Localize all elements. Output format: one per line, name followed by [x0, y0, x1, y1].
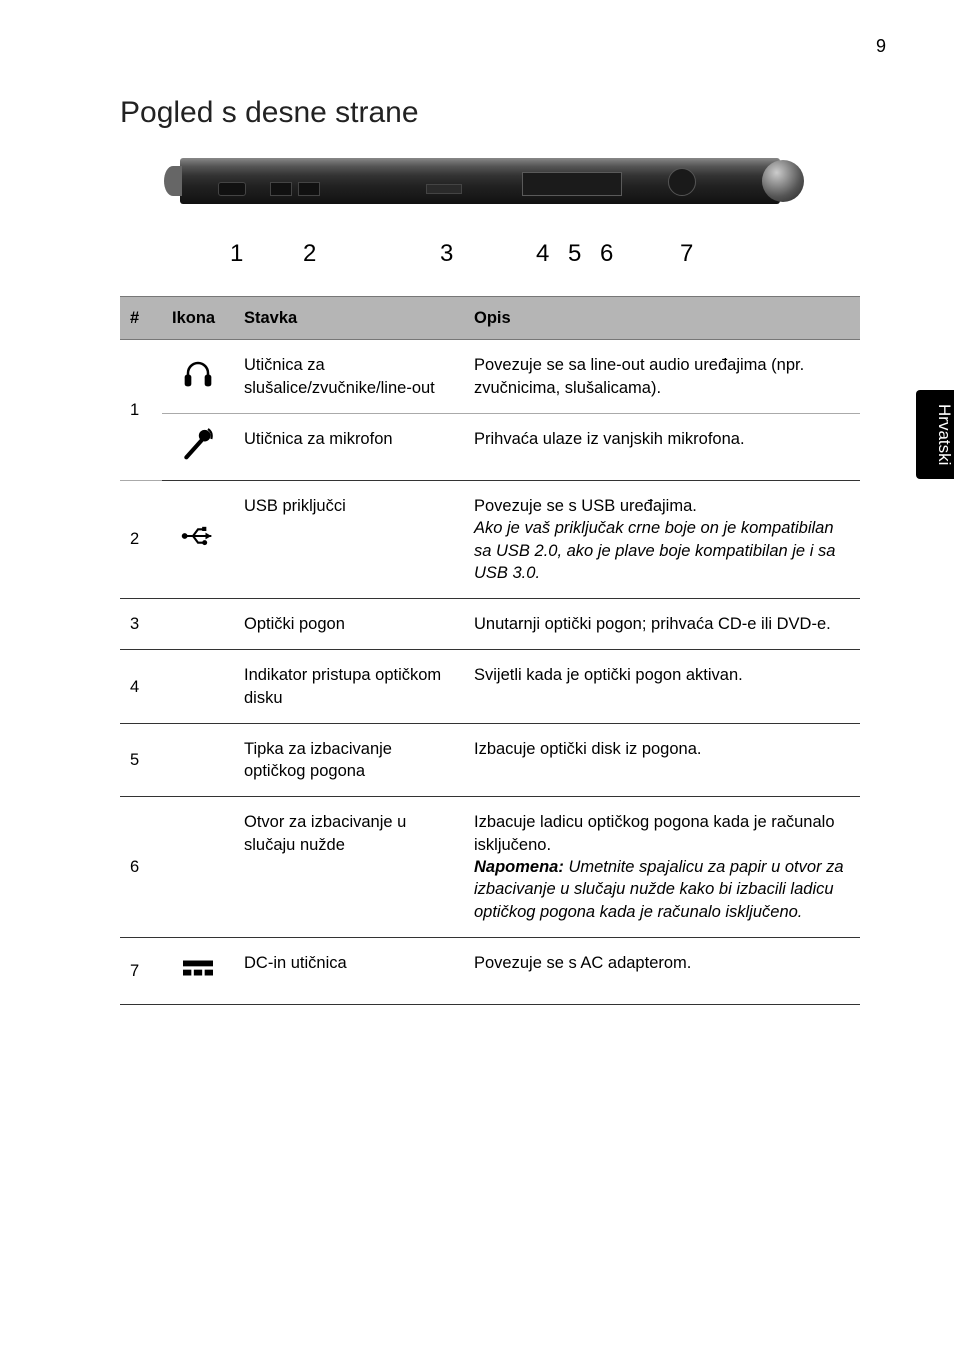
row-item: Tipka za izbacivanje optičkog pogona: [234, 723, 464, 797]
content-area: Pogled s desne strane 1 2 3 4 5 6 7 # Ik…: [120, 96, 860, 1005]
microphone-icon: [162, 413, 234, 480]
row-item: Otvor za izbacivanje u slučaju nužde: [234, 797, 464, 937]
row-num: 5: [120, 723, 162, 797]
laptop-side-illustration: [180, 158, 780, 204]
table-row: Utičnica za mikrofon Prihvaća ulaze iz v…: [120, 413, 860, 480]
language-tab: Hrvatski: [916, 390, 954, 479]
callout-7: 7: [680, 240, 693, 268]
row-desc: Unutarnji optički pogon; prihvaća CD-e i…: [464, 599, 860, 650]
header-num: #: [120, 297, 162, 340]
no-icon: [162, 723, 234, 797]
callout-2: 2: [303, 240, 316, 268]
row-item: Utičnica za mikrofon: [234, 413, 464, 480]
row-num: 2: [120, 481, 162, 599]
page-number: 9: [876, 36, 886, 57]
row-desc: Prihvaća ulaze iz vanjskih mikrofona.: [464, 413, 860, 480]
table-row: 6 Otvor za izbacivanje u slučaju nužde I…: [120, 797, 860, 937]
ports-table: # Ikona Stavka Opis 1 Utičnica za slušal…: [120, 296, 860, 1005]
table-row: 1 Utičnica za slušalice/zvučnike/line-ou…: [120, 340, 860, 414]
side-view-diagram: 1 2 3 4 5 6 7: [180, 158, 860, 268]
desc-plain: Povezuje se s USB uređajima.: [474, 497, 697, 515]
table-row: 5 Tipka za izbacivanje optičkog pogona I…: [120, 723, 860, 797]
port-usb-2: [298, 182, 320, 196]
header-desc: Opis: [464, 297, 860, 340]
row-desc: Povezuje se s USB uređajima. Ako je vaš …: [464, 481, 860, 599]
table-row: 4 Indikator pristupa optičkom disku Svij…: [120, 650, 860, 724]
header-icon: Ikona: [162, 297, 234, 340]
no-icon: [162, 650, 234, 724]
port-audio: [218, 182, 246, 196]
row-item: Indikator pristupa optičkom disku: [234, 650, 464, 724]
row-desc: Povezuje se sa line-out audio uređajima …: [464, 340, 860, 414]
row-item: USB priključci: [234, 481, 464, 599]
row-num: 4: [120, 650, 162, 724]
row-item: Utičnica za slušalice/zvučnike/line-out: [234, 340, 464, 414]
table-row: 7 DC-in utičnica Povezuje se s AC adapte…: [120, 937, 860, 1004]
port-dc-in: [668, 168, 696, 196]
table-row: 3 Optički pogon Unutarnji optički pogon;…: [120, 599, 860, 650]
callout-numbers: 1 2 3 4 5 6 7: [180, 210, 780, 268]
row-num: 1: [120, 340, 162, 481]
row-num: 7: [120, 937, 162, 1004]
callout-456: 4 5 6: [536, 240, 619, 268]
desc-note-label: Napomena:: [474, 858, 564, 876]
table-header-row: # Ikona Stavka Opis: [120, 297, 860, 340]
row-item: DC-in utičnica: [234, 937, 464, 1004]
no-icon: [162, 797, 234, 937]
header-item: Stavka: [234, 297, 464, 340]
row-desc: Svijetli kada je optički pogon aktivan.: [464, 650, 860, 724]
row-num: 3: [120, 599, 162, 650]
row-desc: Izbacuje ladicu optičkog pogona kada je …: [464, 797, 860, 937]
port-optical-drive: [522, 172, 622, 196]
desc-italic: Ako je vaš priključak crne boje on je ko…: [474, 519, 835, 582]
port-optical-label: [426, 184, 462, 194]
port-usb-1: [270, 182, 292, 196]
table-row: 2 USB priključci Povezuje se s USB uređa…: [120, 481, 860, 599]
callout-1: 1: [230, 240, 243, 268]
dc-in-icon: [162, 937, 234, 1004]
row-item: Optički pogon: [234, 599, 464, 650]
page-title: Pogled s desne strane: [120, 96, 860, 130]
headphones-icon: [162, 340, 234, 414]
row-num: 6: [120, 797, 162, 937]
desc-plain: Izbacuje ladicu optičkog pogona kada je …: [474, 813, 835, 853]
callout-3: 3: [440, 240, 453, 268]
usb-icon: [162, 481, 234, 599]
no-icon: [162, 599, 234, 650]
row-desc: Izbacuje optički disk iz pogona.: [464, 723, 860, 797]
row-desc: Povezuje se s AC adapterom.: [464, 937, 860, 1004]
